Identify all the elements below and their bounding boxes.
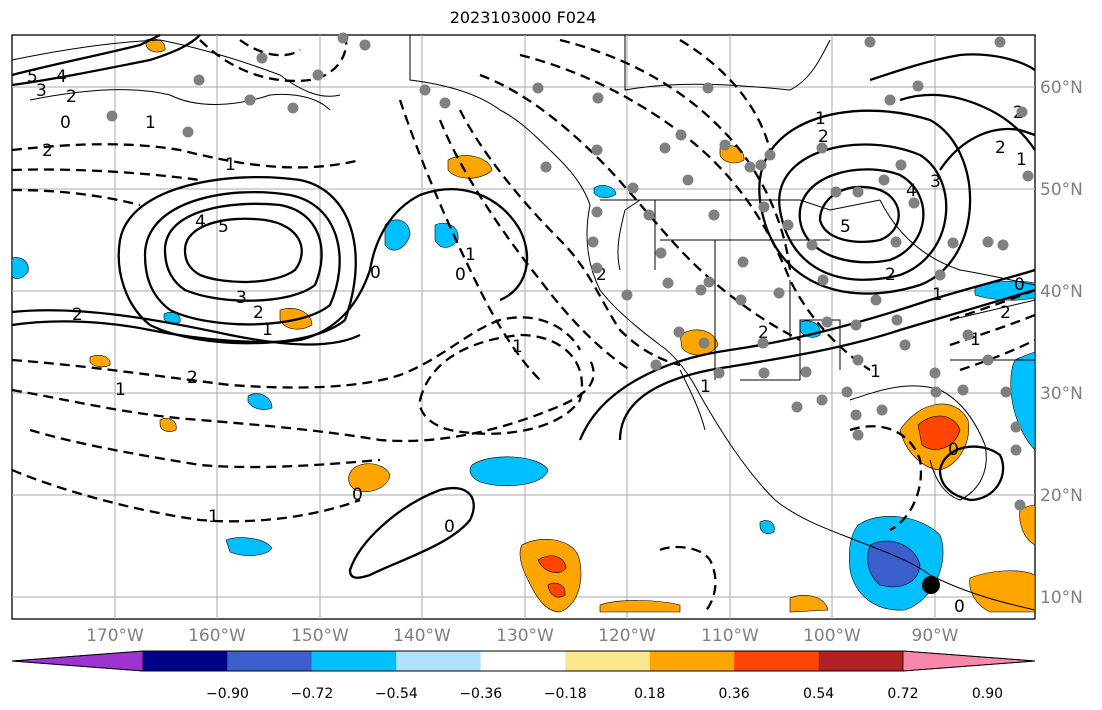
contour-label: 2 (758, 323, 769, 343)
lat-label: 60°N (1040, 78, 1083, 98)
colorbar-segment (818, 651, 903, 671)
colorbar-tick-label: 0.18 (634, 686, 665, 702)
lon-label: 90°W (912, 626, 959, 646)
contour-label: 2 (253, 303, 264, 323)
colorbar-tick-label: −0.72 (290, 686, 333, 702)
lat-label: 40°N (1040, 282, 1083, 302)
lon-label: 130°W (496, 626, 554, 646)
contour-label: 1 (1016, 150, 1027, 170)
lon-label: 170°W (86, 626, 144, 646)
colorbar-segment (734, 651, 819, 671)
contour-label: 0 (455, 265, 466, 285)
contour-label: 2 (818, 127, 829, 147)
colorbar-tick-label: −0.90 (206, 686, 249, 702)
contour-label: 0 (1014, 275, 1025, 295)
contour-label: 1 (512, 337, 523, 357)
contour-label: 4 (195, 212, 206, 232)
lon-label: 110°W (701, 626, 759, 646)
lat-label: 20°N (1040, 486, 1083, 506)
contour-label: 1 (970, 330, 981, 350)
lon-label: 100°W (803, 626, 861, 646)
contour-label: 0 (370, 263, 381, 283)
lon-label: 160°W (188, 626, 246, 646)
contour-label: 0 (60, 113, 71, 133)
colorbar-segment (396, 651, 481, 671)
contour-label: 2 (42, 141, 53, 161)
contour-label: 0 (444, 517, 455, 537)
contour-label: 1 (870, 362, 881, 382)
contour-label: 1 (225, 155, 236, 175)
colorbar-extend-max (902, 650, 1036, 672)
colorbar-segment (480, 651, 566, 671)
contour-label: 5 (840, 217, 851, 237)
contour-label: 2 (72, 305, 83, 325)
colorbar-segment (227, 651, 312, 671)
contour-label: 2 (1000, 303, 1011, 323)
contour-label: 2 (187, 368, 198, 388)
contour-label: 1 (700, 377, 711, 397)
contour-label: 1 (208, 507, 219, 527)
contour-label: 5 (27, 67, 38, 87)
colorbar-tick-label: −0.18 (544, 686, 587, 702)
lat-label: 30°N (1040, 384, 1083, 404)
colorbar-segment (649, 651, 735, 671)
colorbar-extend-min (11, 650, 144, 672)
contour-label: 0 (948, 440, 959, 460)
contour-label: 3 (930, 172, 941, 192)
contour-label: 0 (954, 597, 965, 617)
colorbar-tick-label: 0.72 (887, 686, 918, 702)
colorbar-segment (143, 651, 228, 671)
contour-label: 1 (262, 320, 273, 340)
contour-label: 2 (885, 265, 896, 285)
contour-label: 3 (236, 288, 247, 308)
graticule (12, 35, 1035, 619)
colorbar-tick-label: −0.36 (459, 686, 502, 702)
lat-label: 10°N (1040, 588, 1083, 608)
contour-label: 2 (66, 87, 77, 107)
station-markers (106, 32, 1034, 511)
coastlines-and-borders (11, 35, 1036, 611)
contour-label: 3 (36, 81, 47, 101)
map-title: 2023103000 F024 (449, 8, 597, 27)
lon-label: 120°W (598, 626, 656, 646)
contour-label: 5 (218, 217, 229, 237)
contour-label: 0 (352, 485, 363, 505)
colorbar-tick-label: 0.90 (972, 686, 1003, 702)
colorbar-segment (565, 651, 650, 671)
longitude-labels: 170°W 160°W 150°W 140°W 130°W 120°W 110°… (86, 626, 959, 646)
colorbar-outline (11, 650, 1036, 672)
contour-label: 1 (145, 113, 156, 133)
contour-labels: 5 4 3 2 1 0 2 1 4 5 3 2 1 2 2 1 1 0 0 1 … (27, 67, 1027, 617)
dashed-contours (11, 34, 1036, 613)
contour-label: 2 (596, 265, 607, 285)
contour-label: 4 (906, 181, 917, 201)
colorbar-segment (311, 651, 397, 671)
contour-label: 2 (995, 138, 1006, 158)
contour-label: 1 (815, 109, 826, 129)
contour-label: 4 (56, 67, 67, 87)
contour-label: 1 (465, 245, 476, 265)
lon-label: 150°W (291, 626, 349, 646)
shaded-anomaly-fields (11, 38, 1036, 613)
lon-label: 140°W (393, 626, 451, 646)
contour-label: 1 (115, 380, 126, 400)
lat-label: 50°N (1040, 180, 1083, 200)
latitude-labels: 60°N 50°N 40°N 30°N 20°N 10°N (1040, 78, 1083, 608)
colorbar-tick-label: 0.54 (803, 686, 834, 702)
colorbar-tick-label: −0.54 (375, 686, 418, 702)
highlight-marker (922, 576, 940, 594)
colorbar: −0.90 −0.72 −0.54 −0.36 −0.18 0.18 0.36 0.54 0.7… (11, 650, 1036, 702)
colorbar-tick-label: 0.36 (719, 686, 750, 702)
contour-label: 1 (932, 285, 943, 305)
